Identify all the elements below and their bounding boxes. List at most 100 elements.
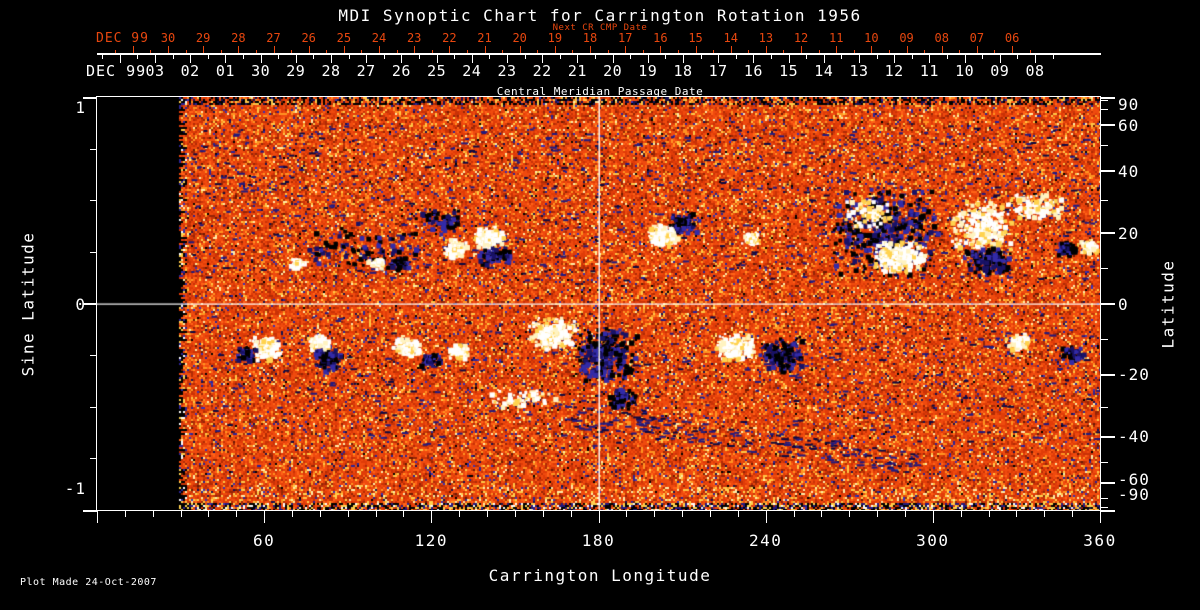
latitude-tick-label: 90 — [1118, 95, 1140, 114]
red-cmp-tick — [273, 46, 275, 54]
red-cmp-tick — [414, 46, 416, 54]
latitude-tick-label: 60 — [1118, 116, 1140, 135]
cmp-minor-tick — [524, 55, 526, 59]
sine-latitude-minor-tick — [90, 251, 97, 253]
chart-title: MDI Synoptic Chart for Carrington Rotati… — [338, 6, 862, 25]
cmp-tick — [788, 55, 790, 63]
red-cmp-tick — [554, 46, 556, 54]
cmp-minor-tick — [1052, 55, 1054, 59]
cmp-tick-label: 25 — [427, 62, 447, 80]
cmp-minor-tick — [982, 55, 984, 59]
red-cmp-minor-tick — [677, 50, 679, 54]
red-cmp-minor-tick — [291, 50, 293, 54]
latitude-minor-tick — [1101, 200, 1108, 202]
cmp-tick — [683, 55, 684, 63]
sine-latitude-tick — [83, 509, 97, 512]
cmp-tick-label: 11 — [919, 62, 939, 80]
longitude-minor-tick — [514, 511, 516, 517]
red-cmp-tick-label: 20 — [512, 31, 527, 45]
cmp-tick — [823, 55, 825, 63]
cmp-tick — [436, 55, 438, 63]
cmp-minor-tick — [771, 55, 772, 59]
red-cmp-tick — [1012, 46, 1014, 54]
cmp-tick-label: 30 — [251, 62, 271, 80]
longitude-minor-tick — [626, 511, 628, 517]
red-cmp-tick — [625, 46, 627, 54]
latitude-tick — [1101, 96, 1115, 99]
cmp-tick — [119, 55, 121, 63]
latitude-minor-tick — [1101, 109, 1108, 111]
sine-latitude-tick-label: 0 — [75, 295, 86, 314]
longitude-tick — [97, 511, 98, 523]
cmp-tick — [647, 55, 649, 63]
red-cmp-tick-label: 25 — [336, 31, 352, 45]
longitude-minor-tick — [487, 511, 489, 517]
latitude-tick-label: -60 — [1118, 470, 1150, 489]
cmp-minor-tick — [841, 55, 843, 59]
cmp-axis-label: Central Meridian Passage Date — [496, 85, 704, 98]
sine-latitude-minor-tick — [90, 355, 97, 357]
latitude-minor-tick — [1101, 506, 1108, 508]
red-cmp-tick-label: 09 — [899, 31, 914, 45]
cmp-tick-label: 24 — [462, 62, 482, 80]
longitude-minor-tick — [737, 511, 739, 517]
cmp-tick — [155, 55, 156, 63]
cmp-tick — [929, 55, 931, 63]
longitude-minor-tick — [849, 511, 851, 517]
latitude-tick — [1101, 509, 1115, 512]
cmp-minor-tick — [806, 55, 808, 59]
red-cmp-tick-label: 30 — [160, 31, 176, 45]
cmp-minor-tick — [454, 55, 456, 59]
latitude-tick-label: -40 — [1118, 427, 1150, 446]
cmp-minor-tick — [559, 55, 561, 59]
sine-latitude-tick — [83, 96, 97, 99]
sine-latitude-tick-label: -1 — [64, 479, 86, 498]
latitude-tick — [1101, 170, 1115, 173]
longitude-minor-tick — [152, 511, 154, 517]
longitude-minor-tick — [1044, 511, 1046, 517]
longitude-tick-label: 240 — [748, 531, 783, 550]
red-cmp-tick — [168, 46, 169, 54]
red-cmp-tick-label: 23 — [406, 31, 422, 45]
red-cmp-tick — [765, 46, 767, 54]
red-cmp-minor-tick — [326, 50, 328, 54]
longitude-minor-tick — [960, 511, 962, 517]
cmp-tick-label: 09 — [990, 62, 1010, 80]
cmp-minor-tick — [489, 55, 491, 59]
longitude-minor-tick — [709, 511, 711, 517]
latitude-minor-tick — [1101, 145, 1108, 147]
cmp-tick — [401, 55, 403, 63]
longitude-minor-tick — [180, 511, 182, 517]
red-cmp-minor-tick — [748, 50, 750, 54]
cmp-tick — [225, 55, 227, 63]
cmp-minor-tick — [595, 55, 596, 59]
cmp-minor-tick — [876, 55, 878, 59]
latitude-tick — [1101, 481, 1115, 484]
cmp-tick — [507, 55, 508, 63]
cmp-tick-label: 15 — [779, 62, 799, 80]
longitude-tick — [598, 511, 600, 523]
red-cmp-minor-tick — [783, 50, 785, 54]
red-cmp-minor-tick — [150, 50, 152, 54]
cmp-tick-label: 08 — [1025, 62, 1045, 80]
longitude-minor-tick — [459, 511, 461, 517]
longitude-tick — [765, 511, 767, 523]
cmp-tick — [260, 55, 262, 63]
red-cmp-tick — [871, 46, 873, 54]
latitude-tick-label: 40 — [1118, 162, 1140, 181]
cmp-tick — [542, 55, 544, 63]
cmp-tick — [331, 55, 332, 63]
red-cmp-tick — [308, 46, 310, 54]
cmp-minor-tick — [911, 55, 913, 59]
red-cmp-tick — [730, 46, 732, 54]
longitude-minor-tick — [208, 511, 210, 517]
cmp-tick — [190, 55, 192, 63]
latitude-tick-label: 20 — [1118, 224, 1140, 243]
sine-latitude-minor-tick — [90, 458, 97, 460]
red-cmp-minor-tick — [924, 50, 926, 54]
red-cmp-minor-tick — [642, 50, 644, 54]
red-cmp-tick-label: 26 — [301, 31, 316, 45]
longitude-tick — [431, 511, 433, 523]
red-cmp-tick-label: 08 — [934, 31, 949, 45]
red-cmp-tick-label: 17 — [617, 31, 633, 45]
